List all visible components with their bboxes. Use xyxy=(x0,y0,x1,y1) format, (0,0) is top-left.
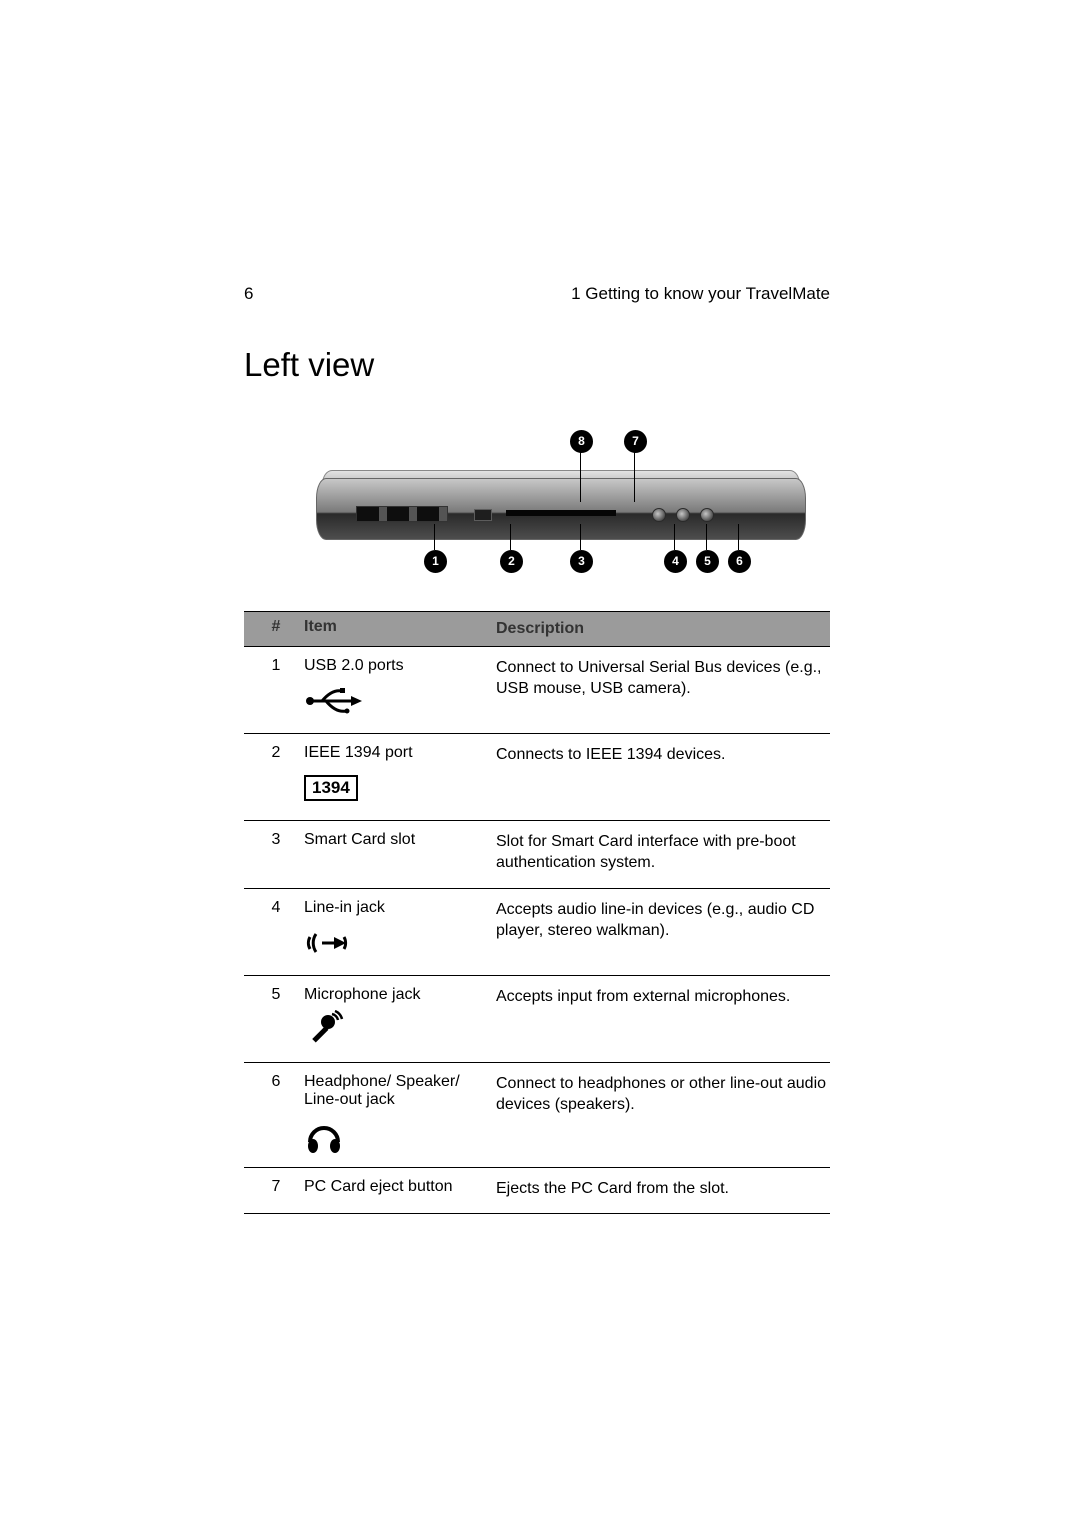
cell-num: 3 xyxy=(248,831,304,874)
ieee1394-port xyxy=(474,509,492,521)
col-header-desc: Description xyxy=(496,618,826,640)
headphones-icon xyxy=(304,1117,496,1153)
cell-item: Smart Card slot xyxy=(304,831,496,874)
section-heading: Left view xyxy=(244,346,374,384)
table-row: 7 PC Card eject button Ejects the PC Car… xyxy=(244,1168,830,1215)
headphone-jack xyxy=(700,508,714,522)
mic-jack xyxy=(676,508,690,522)
cell-desc: Accepts audio line-in devices (e.g., aud… xyxy=(496,899,826,961)
usb-icon xyxy=(304,683,496,719)
callout-badge: 4 xyxy=(664,550,687,573)
leader-line xyxy=(706,524,707,550)
item-name: PC Card eject button xyxy=(304,1178,453,1195)
item-name: IEEE 1394 port xyxy=(304,744,496,762)
callout-badge: 1 xyxy=(424,550,447,573)
page-number: 6 xyxy=(244,284,253,304)
cell-desc: Connect to Universal Serial Bus devices … xyxy=(496,657,826,719)
port-row xyxy=(356,506,796,524)
cell-item: Line-in jack xyxy=(304,899,496,961)
page: 6 1 Getting to know your TravelMate Left… xyxy=(0,0,1080,1528)
leader-line xyxy=(580,524,581,550)
leader-line xyxy=(434,524,435,550)
cell-num: 5 xyxy=(248,986,304,1048)
table-row: 1 USB 2.0 ports Connect to Universal Ser… xyxy=(244,647,830,734)
cell-item: Headphone/ Speaker/ Line-out jack xyxy=(304,1073,496,1153)
cell-num: 7 xyxy=(248,1178,304,1200)
cell-num: 1 xyxy=(248,657,304,719)
cell-num: 2 xyxy=(248,744,304,806)
cell-item: IEEE 1394 port 1394 xyxy=(304,744,496,806)
cell-item: Microphone jack xyxy=(304,986,496,1048)
callout-badge: 3 xyxy=(570,550,593,573)
ieee1394-icon: 1394 xyxy=(304,770,496,806)
table-row: 4 Line-in jack Accepts audio line-in dev… xyxy=(244,889,830,976)
table-header-row: # Item Description xyxy=(244,612,830,647)
chapter-title: 1 Getting to know your TravelMate xyxy=(571,284,830,304)
col-header-item: Item xyxy=(304,618,496,640)
cell-item: USB 2.0 ports xyxy=(304,657,496,719)
leader-line xyxy=(580,452,581,502)
callout-badge: 8 xyxy=(570,430,593,453)
callout-badge: 6 xyxy=(728,550,751,573)
leader-line xyxy=(738,524,739,550)
cell-desc: Accepts input from external microphones. xyxy=(496,986,826,1048)
ieee1394-label: 1394 xyxy=(304,775,358,801)
table-row: 6 Headphone/ Speaker/ Line-out jack Conn… xyxy=(244,1063,830,1168)
cell-num: 4 xyxy=(248,899,304,961)
usb-port-cluster xyxy=(356,506,448,522)
line-in-jack xyxy=(652,508,666,522)
audio-jack-cluster xyxy=(652,508,718,522)
leader-line xyxy=(510,524,511,550)
col-header-num: # xyxy=(248,618,304,640)
cell-desc: Ejects the PC Card from the slot. xyxy=(496,1178,826,1200)
line-in-icon xyxy=(304,925,496,961)
cell-desc: Slot for Smart Card interface with pre-b… xyxy=(496,831,826,874)
table-row: 2 IEEE 1394 port 1394 Connects to IEEE 1… xyxy=(244,734,830,821)
table-row: 5 Microphone jack Accepts input from ext… xyxy=(244,976,830,1063)
cell-desc: Connects to IEEE 1394 devices. xyxy=(496,744,826,806)
cell-item: PC Card eject button xyxy=(304,1178,496,1200)
callout-badge: 2 xyxy=(500,550,523,573)
cell-num: 6 xyxy=(248,1073,304,1153)
item-name: USB 2.0 ports xyxy=(304,657,496,675)
microphone-icon xyxy=(304,1012,496,1048)
ports-table: # Item Description 1 USB 2.0 ports xyxy=(244,611,830,1214)
item-name: Line-in jack xyxy=(304,899,496,917)
leader-line xyxy=(674,524,675,550)
leader-line xyxy=(634,452,635,502)
table-row: 3 Smart Card slot Slot for Smart Card in… xyxy=(244,821,830,889)
callout-badge: 7 xyxy=(624,430,647,453)
item-name: Smart Card slot xyxy=(304,831,415,848)
callout-badge: 5 xyxy=(696,550,719,573)
item-name: Microphone jack xyxy=(304,986,496,1004)
smart-card-slot xyxy=(506,510,616,516)
item-name: Headphone/ Speaker/ Line-out jack xyxy=(304,1073,496,1109)
cell-desc: Connect to headphones or other line-out … xyxy=(496,1073,826,1153)
